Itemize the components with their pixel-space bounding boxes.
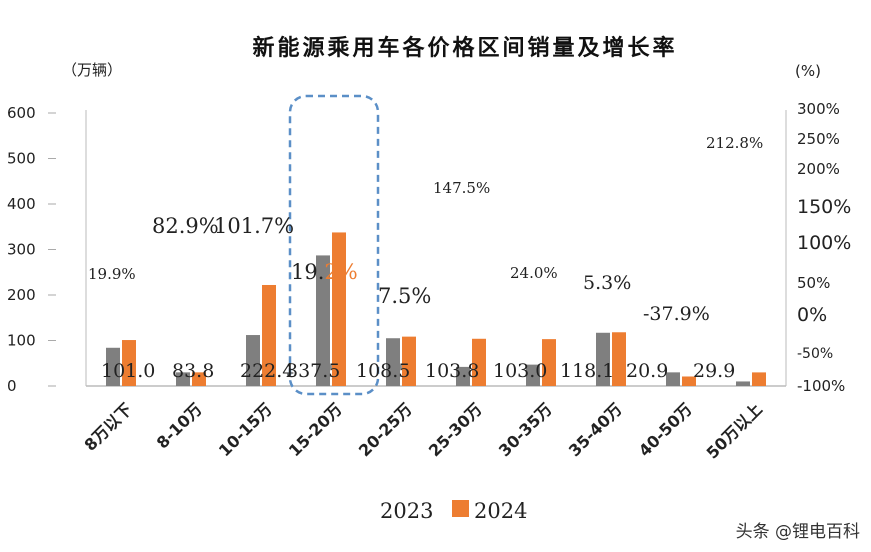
bar-2024 <box>472 338 486 386</box>
chart-title: 新能源乘用车各价格区间销量及增长率 <box>252 35 677 61</box>
bar-2023 <box>666 372 680 386</box>
y2-tick-label: 50% <box>797 274 830 292</box>
value-label: 101.0 <box>101 360 155 382</box>
value-label: 222.4 <box>240 360 294 382</box>
bar-2024 <box>612 332 626 386</box>
bar-2024 <box>262 284 276 386</box>
bar-2023 <box>176 372 190 386</box>
legend: 2023 2024 <box>380 499 527 523</box>
bar-2023 <box>526 364 540 386</box>
bar-2024 <box>752 372 766 386</box>
value-label: 29.9 <box>693 360 735 382</box>
growth-label: 24.0% <box>510 264 558 282</box>
y-tick-label: 100 <box>7 332 36 350</box>
bar-2023 <box>456 366 470 386</box>
y-tick-label: 200 <box>7 286 36 304</box>
y-axis: 0 100 200 300 400 500 600 <box>7 104 56 395</box>
y-tick-label: 600 <box>7 104 36 122</box>
legend-label-2023: 2023 <box>380 499 433 523</box>
growth-label: 147.5% <box>433 179 490 197</box>
x-tick-label: 8-10万 <box>153 399 206 452</box>
y2-tick-label: 200% <box>797 160 840 178</box>
bar-2024 <box>402 336 416 386</box>
bar-2023 <box>386 338 400 386</box>
bar-2023 <box>316 255 330 386</box>
y2-tick-label: -100% <box>797 377 845 395</box>
x-tick-label: 35-40万 <box>565 399 626 460</box>
value-label: 337.5 <box>286 360 340 382</box>
growth-label: -37.9% <box>643 303 710 325</box>
value-label: 20.9 <box>626 360 668 382</box>
value-label: 83.8 <box>172 360 214 382</box>
x-tick-label: 30-35万 <box>495 399 556 460</box>
y2-tick-label: 100% <box>797 232 851 254</box>
x-tick-label: 15-20万 <box>285 399 346 460</box>
bar-2024 <box>192 372 206 386</box>
bar-2024 <box>542 339 556 386</box>
bar-2024 <box>122 340 136 386</box>
bar-2024 <box>332 232 346 386</box>
legend-label-2024: 2024 <box>474 499 527 523</box>
growth-label: 5.3% <box>583 272 631 294</box>
x-tick-label: 40-50万 <box>635 399 696 460</box>
y2-tick-label: 250% <box>797 130 840 148</box>
value-label: 108.5 <box>356 360 410 382</box>
bar-2023 <box>736 381 750 386</box>
y-tick-label: 300 <box>7 241 36 259</box>
growth-label: 19.9% <box>88 265 136 283</box>
bars <box>106 232 766 386</box>
growth-label: 101.7% <box>214 214 294 238</box>
y-tick-label: 500 <box>7 150 36 168</box>
footer-watermark: 头条 @锂电百科 <box>736 522 860 542</box>
y-tick-label: 400 <box>7 195 36 213</box>
x-tick-label: 50万以上 <box>703 399 766 462</box>
x-tick-label: 10-15万 <box>215 399 276 460</box>
x-axis: 8万以下 8-10万 10-15万 15-20万 20-25万 25-30万 30-35万 3… <box>81 399 766 462</box>
y2-tick-label: 0% <box>797 304 827 326</box>
legend-swatch-2024 <box>452 500 469 517</box>
highlight-box <box>288 94 380 396</box>
growth-labels: 19.9% 82.9%101.7% 19.2% 7.5% 147.5% 24.0% 5.3%… <box>88 134 763 325</box>
value-label: 103.0 <box>493 360 547 382</box>
growth-label: 19.2% <box>291 260 358 284</box>
growth-label: 82.9% <box>152 214 219 238</box>
bar-2024 <box>682 376 696 386</box>
bar-2023 <box>106 347 120 386</box>
y2-tick-label: -50% <box>797 346 833 362</box>
x-tick-label: 8万以下 <box>81 399 136 454</box>
x-tick-label: 25-30万 <box>425 399 486 460</box>
y2-axis: -100% -50% 0% 50% 100% 150% 200% 250% 300% <box>797 100 851 395</box>
x-tick-label: 20-25万 <box>355 399 416 460</box>
y2-tick-label: 300% <box>797 100 840 118</box>
y-tick-label: 0 <box>7 377 17 395</box>
bar-2023 <box>246 335 260 386</box>
growth-label: 7.5% <box>378 284 431 308</box>
value-label: 103.8 <box>425 360 479 382</box>
y2-tick-label: 150% <box>797 196 851 218</box>
bar-2023 <box>596 332 610 386</box>
y2-axis-unit: (%) <box>795 62 821 80</box>
growth-label: 212.8% <box>706 134 763 152</box>
y-axis-unit: （万辆） <box>62 61 122 79</box>
value-label: 118.1 <box>560 360 614 382</box>
